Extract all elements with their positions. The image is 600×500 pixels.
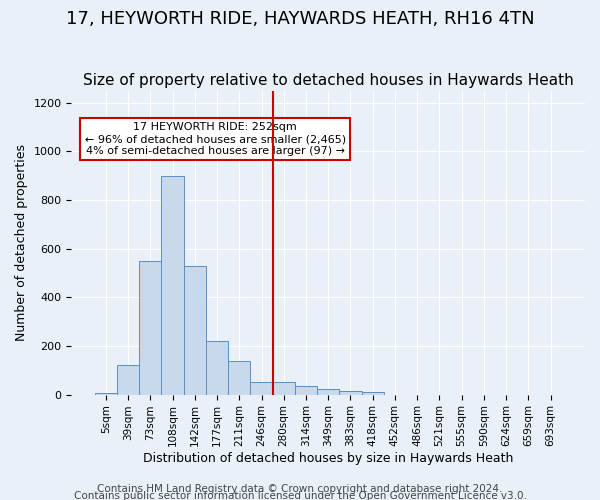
Text: Contains public sector information licensed under the Open Government Licence v3: Contains public sector information licen… [74, 491, 526, 500]
Text: 17 HEYWORTH RIDE: 252sqm
← 96% of detached houses are smaller (2,465)
4% of semi: 17 HEYWORTH RIDE: 252sqm ← 96% of detach… [85, 122, 346, 156]
Bar [117, 366, 139, 394]
Bar [184, 266, 206, 394]
Bar [206, 341, 228, 394]
Bar [295, 386, 317, 394]
Bar [161, 176, 184, 394]
Bar [228, 360, 250, 394]
Bar [317, 388, 340, 394]
Bar [139, 261, 161, 394]
Text: Contains HM Land Registry data © Crown copyright and database right 2024.: Contains HM Land Registry data © Crown c… [97, 484, 503, 494]
Bar [272, 382, 295, 394]
Bar [340, 391, 362, 394]
X-axis label: Distribution of detached houses by size in Haywards Heath: Distribution of detached houses by size … [143, 452, 514, 465]
Bar [362, 392, 384, 394]
Title: Size of property relative to detached houses in Haywards Heath: Size of property relative to detached ho… [83, 73, 574, 88]
Text: 17, HEYWORTH RIDE, HAYWARDS HEATH, RH16 4TN: 17, HEYWORTH RIDE, HAYWARDS HEATH, RH16 … [65, 10, 535, 28]
Bar [250, 382, 272, 394]
Y-axis label: Number of detached properties: Number of detached properties [15, 144, 28, 341]
